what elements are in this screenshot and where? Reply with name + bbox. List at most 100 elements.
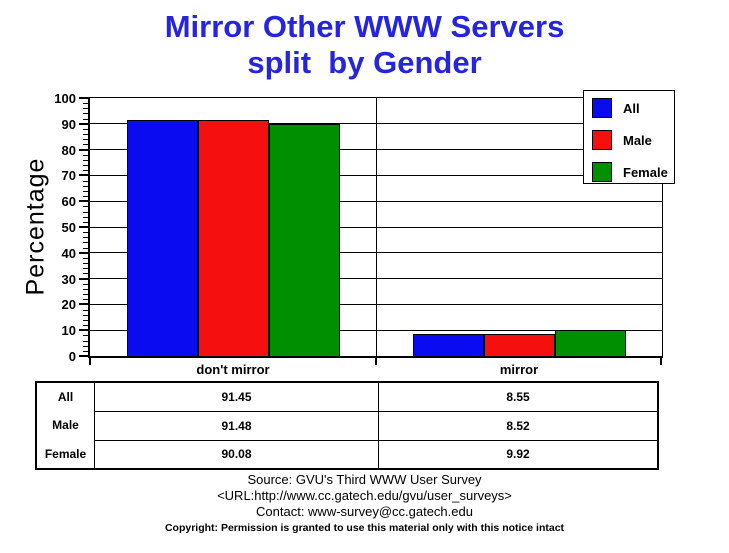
y-minor-tick bbox=[83, 128, 88, 130]
x-category-label-mirror: mirror bbox=[499, 362, 539, 377]
table-row-label-male: Male bbox=[52, 418, 79, 433]
table-value-grid: 91.45 8.55 91.48 8.52 90.08 9.92 bbox=[95, 383, 657, 468]
bar-male-mirror bbox=[483, 334, 555, 357]
footer-url: <URL:http://www.cc.gatech.edu/gvu/user_s… bbox=[217, 488, 512, 503]
y-minor-tick bbox=[83, 159, 88, 161]
y-minor-tick bbox=[83, 283, 88, 285]
y-tick-label-60: 60 bbox=[61, 194, 76, 210]
legend-label-male: Male bbox=[623, 132, 652, 148]
y-minor-tick bbox=[83, 165, 88, 167]
table-row-label-female: Female bbox=[44, 446, 87, 461]
y-minor-tick bbox=[83, 180, 88, 182]
legend-item-all: All bbox=[592, 98, 640, 118]
y-minor-tick bbox=[83, 309, 88, 311]
chart-title: Mirror Other WWW Servers split by Gender bbox=[0, 9, 729, 81]
bar-all-mirror bbox=[412, 333, 484, 357]
y-minor-tick bbox=[83, 237, 88, 239]
y-tick-label-70: 70 bbox=[61, 168, 76, 184]
y-tick-label-50: 50 bbox=[61, 220, 76, 235]
legend-swatch-all-icon bbox=[592, 98, 612, 118]
y-tick-20 bbox=[79, 303, 88, 306]
footer: Source: GVU's Third WWW User Survey <URL… bbox=[0, 472, 729, 534]
y-tick-70 bbox=[79, 174, 88, 177]
y-minor-tick bbox=[83, 345, 88, 347]
bar-female-don-t-mirror bbox=[268, 123, 340, 357]
y-tick-50 bbox=[79, 226, 88, 228]
y-minor-tick bbox=[83, 319, 88, 321]
y-tick-label-0: 0 bbox=[68, 349, 76, 364]
y-tick-label-20: 20 bbox=[61, 297, 76, 313]
y-minor-tick bbox=[83, 242, 88, 244]
y-minor-tick bbox=[83, 221, 88, 223]
legend-swatch-male-icon bbox=[592, 130, 612, 150]
y-minor-tick bbox=[83, 211, 88, 213]
y-tick-0 bbox=[79, 355, 88, 357]
y-minor-tick bbox=[83, 190, 88, 192]
data-table: All Male Female 91.45 8.55 91.48 8.52 90.08 9.9… bbox=[35, 381, 659, 470]
footer-source: Source: GVU's Third WWW User Survey bbox=[247, 472, 482, 487]
y-minor-tick bbox=[83, 139, 88, 141]
y-minor-tick bbox=[83, 185, 88, 187]
legend-label-all: All bbox=[623, 100, 640, 116]
table-cell-all-don-t-mirror: 91.45 bbox=[221, 390, 252, 405]
y-minor-tick bbox=[83, 144, 88, 146]
chart-title-line1: Mirror Other WWW Servers bbox=[164, 9, 565, 44]
y-tick-label-40: 40 bbox=[61, 245, 76, 261]
footer-contact: Contact: www-survey@cc.gatech.edu bbox=[256, 504, 473, 519]
y-minor-tick bbox=[83, 273, 88, 275]
y-tick-90 bbox=[79, 122, 88, 125]
y-minor-tick bbox=[83, 154, 88, 156]
table-cell-all-mirror: 8.55 bbox=[378, 383, 657, 412]
table-cell-female-don-t-mirror: 90.08 bbox=[95, 439, 378, 468]
y-tick-30 bbox=[79, 277, 88, 280]
category-separator-line bbox=[376, 98, 377, 356]
y-minor-tick bbox=[83, 314, 88, 316]
y-tick-60 bbox=[79, 200, 88, 203]
y-tick-label-100: 100 bbox=[54, 91, 76, 106]
y-tick-10 bbox=[79, 329, 88, 332]
y-minor-tick bbox=[83, 232, 88, 234]
y-minor-tick bbox=[83, 113, 88, 115]
table-row-label-all: All bbox=[57, 390, 74, 405]
y-minor-tick bbox=[83, 134, 88, 136]
y-minor-tick bbox=[83, 103, 88, 105]
y-minor-tick bbox=[83, 206, 88, 208]
y-tick-label-80: 80 bbox=[61, 142, 76, 158]
y-tick-label-90: 90 bbox=[61, 116, 76, 132]
x-axis-tick-2 bbox=[660, 358, 662, 365]
y-minor-tick bbox=[83, 294, 88, 296]
y-tick-40 bbox=[79, 251, 88, 254]
bar-female-mirror bbox=[554, 330, 626, 357]
table-cell-female-mirror: 9.92 bbox=[378, 439, 657, 468]
y-minor-tick bbox=[83, 340, 88, 342]
y-minor-tick bbox=[83, 196, 88, 198]
plot-area: 0 10 20 30 40 50 60 70 80 90 100 don't mirror mirror bbox=[54, 91, 663, 377]
bar-all-don-t-mirror bbox=[126, 120, 198, 357]
x-category-label-don-t-mirror: don't mirror bbox=[196, 362, 270, 377]
y-tick-100 bbox=[79, 97, 88, 99]
y-minor-tick bbox=[83, 118, 88, 120]
legend-label-female: Female bbox=[623, 164, 668, 180]
x-axis-tick-0 bbox=[89, 358, 91, 365]
y-minor-tick bbox=[83, 335, 88, 337]
legend-item-male: Male bbox=[592, 130, 652, 150]
table-cell-male-don-t-mirror: 91.48 bbox=[95, 411, 378, 439]
y-minor-tick bbox=[83, 325, 88, 327]
y-tick-80 bbox=[79, 148, 88, 151]
y-minor-tick bbox=[83, 216, 88, 218]
y-tick-label-10: 10 bbox=[61, 323, 76, 339]
table-cell-male-mirror: 8.52 bbox=[378, 411, 657, 440]
chart-title-line2: split by Gender bbox=[247, 45, 482, 80]
y-minor-tick bbox=[83, 268, 88, 270]
legend: All Male Female bbox=[583, 90, 675, 184]
x-axis-tick-1 bbox=[375, 358, 377, 365]
table-row-labels: All Male Female bbox=[37, 383, 95, 468]
y-minor-tick bbox=[83, 299, 88, 301]
y-minor-tick bbox=[83, 247, 88, 249]
y-minor-tick bbox=[83, 170, 88, 172]
footer-copyright: Copyright: Permission is granted to use … bbox=[164, 522, 565, 534]
y-minor-tick bbox=[83, 350, 88, 352]
legend-swatch-female-icon bbox=[592, 162, 612, 182]
legend-item-female: Female bbox=[592, 162, 668, 182]
